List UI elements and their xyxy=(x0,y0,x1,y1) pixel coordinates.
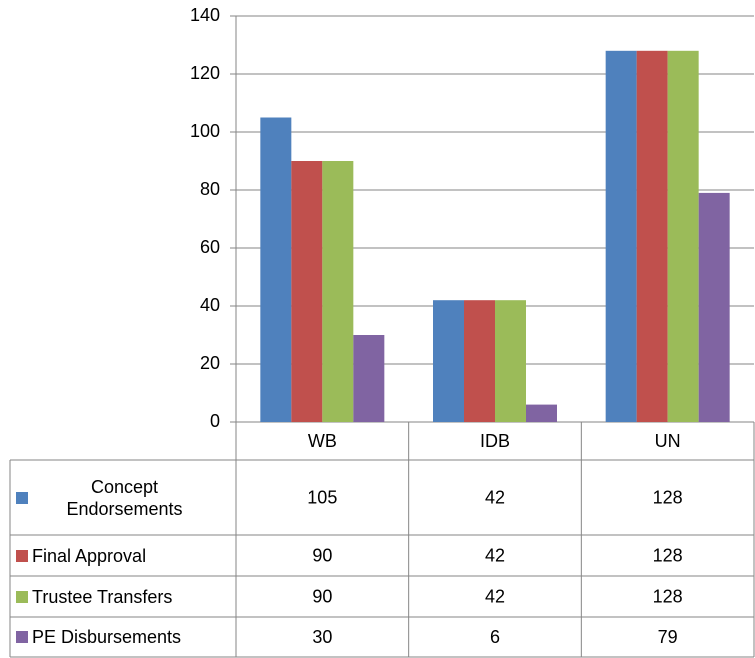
table-value: 42 xyxy=(485,586,505,606)
table-value: 90 xyxy=(312,586,332,606)
bar xyxy=(322,161,354,422)
table-value: 42 xyxy=(485,545,505,565)
legend-label: Trustee Transfers xyxy=(32,586,173,607)
legend-entry: Final Approval xyxy=(10,535,236,576)
y-tick-label: 100 xyxy=(190,121,220,141)
table-value: 79 xyxy=(658,627,678,647)
bar xyxy=(698,192,730,422)
bar xyxy=(636,50,668,423)
legend-key xyxy=(16,549,28,562)
legend-key xyxy=(16,491,28,504)
table-value: 105 xyxy=(307,487,337,507)
table-value: 42 xyxy=(485,487,505,507)
y-tick-label: 40 xyxy=(200,295,220,315)
y-tick-label: 0 xyxy=(210,411,220,431)
legend-cell: Final Approval xyxy=(10,535,236,576)
y-tick-label: 60 xyxy=(200,237,220,257)
y-tick-label: 140 xyxy=(190,5,220,25)
legend-label: PE Disbursements xyxy=(32,627,182,647)
legend-label: Concept Endorsements xyxy=(66,476,183,519)
y-tick-label: 20 xyxy=(200,353,220,373)
y-tick-label: 120 xyxy=(190,63,220,83)
table-value: 128 xyxy=(653,545,683,565)
category-label: WB xyxy=(308,431,337,451)
table-value: 30 xyxy=(312,627,332,647)
bar xyxy=(495,300,526,422)
legend-cell: PE Disbursements xyxy=(10,617,236,657)
table-value: 90 xyxy=(312,545,332,565)
table-value: 128 xyxy=(653,487,683,507)
category-label: IDB xyxy=(480,431,510,451)
legend-label: Final Approval xyxy=(32,545,147,566)
bar xyxy=(464,300,495,422)
legend-entry: PE Disbursements xyxy=(10,617,236,657)
bar xyxy=(291,161,323,422)
legend-key xyxy=(16,590,28,603)
bar xyxy=(433,300,464,422)
bar xyxy=(353,335,385,422)
category-label: UN xyxy=(655,431,681,451)
bar xyxy=(526,404,557,422)
table-value: 128 xyxy=(653,586,683,606)
legend-cell: Concept Endorsements xyxy=(10,460,236,535)
bar xyxy=(260,117,292,422)
bar xyxy=(605,50,637,423)
bar xyxy=(667,50,699,423)
legend-entry: Trustee Transfers xyxy=(10,576,236,617)
table-value: 6 xyxy=(490,627,500,647)
legend-cell: Trustee Transfers xyxy=(10,576,236,617)
legend-key xyxy=(16,631,28,643)
y-tick-label: 80 xyxy=(200,179,220,199)
legend-entry: Concept Endorsements xyxy=(10,460,236,535)
